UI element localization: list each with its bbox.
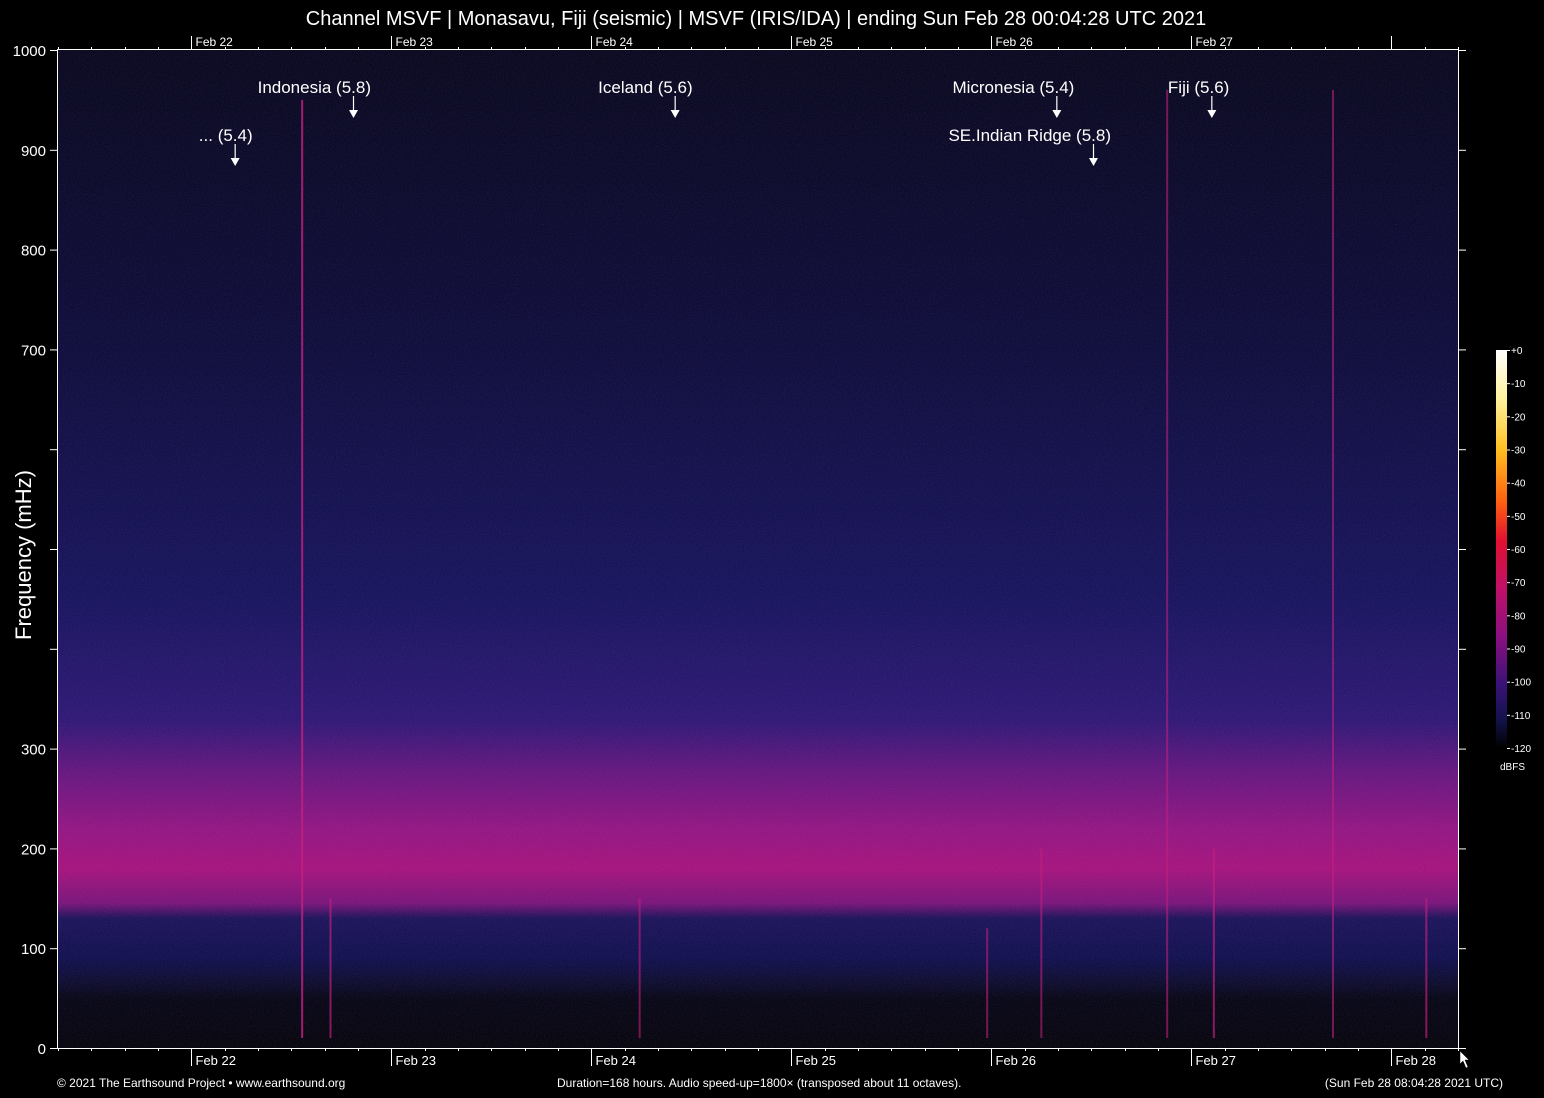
x-top-tick-label: Feb 24 bbox=[596, 35, 634, 49]
annotation-label: SE.Indian Ridge (5.8) bbox=[948, 126, 1111, 145]
x-top-tick-label: Feb 22 bbox=[196, 35, 234, 49]
colorbar-tick-label: -120 bbox=[1511, 744, 1531, 755]
colorbar-tick-label: -20 bbox=[1511, 412, 1526, 423]
copyright-text: © 2021 The Earthsound Project • www.eart… bbox=[57, 1076, 345, 1090]
x-axis-top: Feb 22 Feb 23 Feb 24 Feb 25 Feb 26 Feb 27 bbox=[59, 35, 1459, 50]
colorbar-tick-label: -50 bbox=[1511, 512, 1526, 523]
colorbar-tick-label: -60 bbox=[1511, 545, 1526, 556]
colorbar-tick-label: -30 bbox=[1511, 446, 1526, 457]
x-top-tick-label: Feb 25 bbox=[796, 35, 834, 49]
x-tick-label: Feb 27 bbox=[1196, 1053, 1236, 1068]
colorbar-tick-label: -10 bbox=[1511, 379, 1526, 390]
annotation-label: Micronesia (5.4) bbox=[952, 78, 1074, 97]
x-tick-label: Feb 26 bbox=[996, 1053, 1036, 1068]
colorbar-tick-label: -100 bbox=[1511, 678, 1531, 689]
x-top-tick-label: Feb 26 bbox=[996, 35, 1034, 49]
annotation-label: Indonesia (5.8) bbox=[258, 78, 371, 97]
annotation-label: ... (5.4) bbox=[199, 126, 253, 145]
timestamp-text: (Sun Feb 28 08:04:28 2021 UTC) bbox=[1325, 1076, 1503, 1090]
x-tick-label: Feb 28 bbox=[1396, 1053, 1436, 1068]
y-tick-label: 200 bbox=[21, 841, 46, 858]
x-tick-label: Feb 25 bbox=[796, 1053, 836, 1068]
colorbar-tick-label: -70 bbox=[1511, 578, 1526, 589]
y-tick-label: 100 bbox=[21, 941, 46, 958]
duration-text: Duration=168 hours. Audio speed-up=1800×… bbox=[557, 1076, 961, 1090]
colorbar-unit-label: dBFS bbox=[1500, 762, 1525, 773]
y-tick-label: 300 bbox=[21, 742, 46, 759]
annotation-label: Fiji (5.6) bbox=[1168, 78, 1229, 97]
y-tick-label: 900 bbox=[21, 143, 46, 160]
y-tick-label: 1000 bbox=[13, 43, 46, 60]
x-axis-bottom: Feb 22 Feb 23 Feb 24 Feb 25 Feb 26 Feb 27 Feb … bbox=[59, 1048, 1459, 1068]
annotation-label: Iceland (5.6) bbox=[598, 78, 693, 97]
plot-noise bbox=[58, 50, 1458, 1048]
colorbar-tick-label: -90 bbox=[1511, 645, 1526, 656]
colorbar-tick-label: -40 bbox=[1511, 479, 1526, 490]
plot-area bbox=[58, 50, 1459, 1049]
cursor-icon bbox=[1460, 1051, 1469, 1068]
x-top-tick-label: Feb 27 bbox=[1196, 35, 1234, 49]
colorbar-tick-label: -110 bbox=[1511, 711, 1531, 722]
x-tick-label: Feb 24 bbox=[596, 1053, 636, 1068]
colorbar-gradient bbox=[1496, 350, 1507, 748]
x-tick-label: Feb 22 bbox=[196, 1053, 236, 1068]
y-tick-label: 0 bbox=[38, 1041, 46, 1058]
colorbar-tick-label: -80 bbox=[1511, 611, 1526, 622]
colorbar-tick-label: +0 bbox=[1511, 346, 1523, 357]
y-tick-label: 800 bbox=[21, 243, 46, 260]
y-tick-label: 700 bbox=[21, 342, 46, 359]
colorbar: +0 -10 -20 -30 -40 -50 -60 -70 -80 -90 -100 -110 -12… bbox=[1496, 346, 1531, 755]
x-tick-label: Feb 23 bbox=[396, 1053, 436, 1068]
x-top-tick-label: Feb 23 bbox=[396, 35, 434, 49]
colorbar-ticks: +0 -10 -20 -30 -40 -50 -60 -70 -80 -90 -100 -110 -12… bbox=[1507, 346, 1531, 755]
y-axis-label: Frequency (mHz) bbox=[11, 470, 37, 640]
